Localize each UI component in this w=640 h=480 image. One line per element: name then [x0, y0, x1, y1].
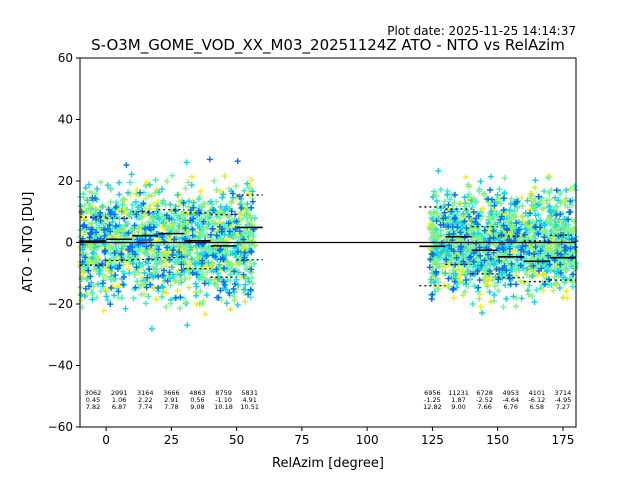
x-tick-label: 25 — [164, 433, 179, 447]
plot-date: Plot date: 2025-11-25 14:14:37 — [387, 24, 576, 38]
bin-count-label: 5831 — [241, 389, 258, 397]
bin-std-label: 6.87 — [112, 403, 126, 411]
y-tick-label: 0 — [65, 236, 73, 250]
x-tick-label: 100 — [356, 433, 379, 447]
bin-mean-label: -4.64 — [502, 396, 519, 404]
bin-count-label: 6728 — [476, 389, 493, 397]
bin-mean-label: -6.12 — [528, 396, 545, 404]
x-tick-label: 50 — [229, 433, 244, 447]
bin-std-label: 7.82 — [86, 403, 100, 411]
y-tick-label: 40 — [58, 113, 73, 127]
bin-mean-label: 0.56 — [190, 396, 204, 404]
bin-mean-label: 4.91 — [242, 396, 256, 404]
bin-count-label: 3714 — [555, 389, 572, 397]
x-tick-label: 75 — [294, 433, 309, 447]
bin-std-label: 6.76 — [503, 403, 517, 411]
bin-count-label: 3666 — [163, 389, 180, 397]
y-tick-label: −60 — [48, 420, 73, 434]
bin-mean-label: 2.22 — [138, 396, 152, 404]
y-tick-label: 20 — [58, 174, 73, 188]
x-tick-label: 175 — [551, 433, 574, 447]
bin-mean-label: 2.91 — [164, 396, 178, 404]
bin-std-label: 10.18 — [214, 403, 233, 411]
x-tick-label: 150 — [486, 433, 509, 447]
bin-mean-label: -1.10 — [215, 396, 232, 404]
bin-mean-label: -2.52 — [476, 396, 493, 404]
bin-std-label: 12.82 — [423, 403, 442, 411]
x-tick-label: 125 — [421, 433, 444, 447]
bin-mean-label: 1.06 — [112, 396, 126, 404]
x-axis: 0 25 50 75 100 125 150 175 — [102, 427, 574, 447]
x-tick-label: 0 — [102, 433, 110, 447]
y-tick-label: 60 — [58, 51, 73, 65]
bin-mean-label: 0.45 — [86, 396, 100, 404]
y-tick-label: −40 — [48, 359, 73, 373]
bin-count-label: 2991 — [111, 389, 128, 397]
bin-mean-label: -4.95 — [555, 396, 572, 404]
y-axis: −60 −40 −20 0 20 40 60 — [48, 51, 80, 434]
bin-std-label: 7.27 — [556, 403, 570, 411]
bin-count-label: 4101 — [529, 389, 546, 397]
bin-std-label: 7.66 — [477, 403, 491, 411]
bin-count-label: 4953 — [502, 389, 519, 397]
bin-std-label: 7.74 — [138, 403, 152, 411]
bin-count-label: 3164 — [137, 389, 154, 397]
bin-count-label: 6956 — [424, 389, 441, 397]
bin-std-label: 7.78 — [164, 403, 178, 411]
bin-std-label: 10.51 — [240, 403, 259, 411]
bin-std-label: 9.00 — [451, 403, 465, 411]
bin-std-label: 9.08 — [190, 403, 204, 411]
x-axis-label: RelAzim [degree] — [272, 456, 384, 471]
y-axis-label: ATO - NTO [DU] — [21, 192, 36, 293]
bin-count-label: 3062 — [85, 389, 102, 397]
bin-std-label: 6.58 — [530, 403, 544, 411]
chart-title: S-O3M_GOME_VOD_XX_M03_20251124Z ATO - NT… — [91, 36, 565, 55]
bin-mean-label: -1.25 — [424, 396, 441, 404]
y-tick-label: −20 — [48, 297, 73, 311]
bin-mean-label: 1.87 — [451, 396, 465, 404]
bin-count-label: 4863 — [189, 389, 206, 397]
bin-count-label: 8759 — [215, 389, 232, 397]
bin-count-label: 11231 — [448, 389, 469, 397]
